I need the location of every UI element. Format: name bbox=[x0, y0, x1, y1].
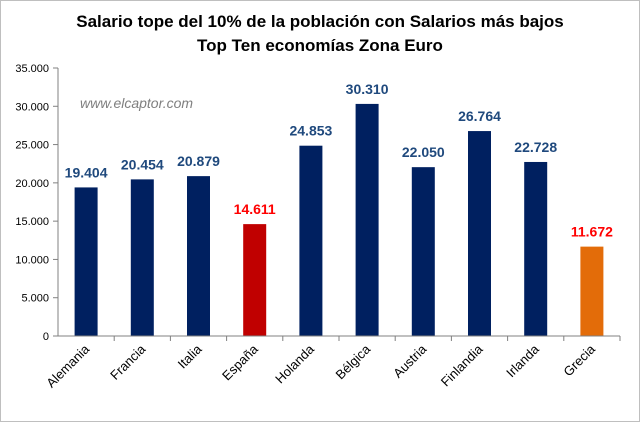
bar-alemania bbox=[74, 187, 98, 336]
y-tick-label: 30.000 bbox=[15, 101, 49, 113]
y-tick-label: 25.000 bbox=[15, 140, 49, 152]
bar-bélgica bbox=[355, 103, 379, 336]
y-tick-label: 10.000 bbox=[15, 254, 49, 266]
value-label: 30.310 bbox=[346, 81, 389, 97]
bar-finlandia bbox=[468, 131, 491, 336]
x-tick-label: Alemania bbox=[43, 341, 92, 390]
y-tick-label: 0 bbox=[43, 331, 49, 343]
y-tick-label: 15.000 bbox=[15, 216, 49, 228]
value-label: 14.611 bbox=[234, 201, 276, 217]
bar-holanda bbox=[299, 145, 323, 336]
bar-españa bbox=[243, 224, 267, 336]
value-label: 24.853 bbox=[289, 123, 332, 139]
chart-title: Salario tope del 10% de la población con… bbox=[0, 10, 640, 58]
bar-irlanda bbox=[524, 161, 548, 336]
x-tick-label: Austria bbox=[390, 341, 430, 381]
x-tick-label: Italia bbox=[175, 341, 206, 372]
value-label: 22.728 bbox=[514, 139, 557, 155]
bar-austria bbox=[411, 167, 435, 336]
x-tick-label: Holanda bbox=[272, 341, 317, 386]
x-axis: Alemania Francia Italia España Holanda Bélgic… bbox=[43, 335, 621, 390]
x-tick-label: Finlandia bbox=[438, 341, 486, 389]
y-tick-label: 20.000 bbox=[15, 178, 49, 190]
value-label: 19.404 bbox=[65, 164, 108, 180]
bar-grecia bbox=[580, 246, 604, 336]
value-label: 22.050 bbox=[402, 144, 445, 160]
bars bbox=[74, 103, 604, 336]
value-label: 11.672 bbox=[571, 224, 613, 240]
chart-title-line-1: Salario tope del 10% de la población con… bbox=[76, 12, 564, 31]
x-tick-label: España bbox=[219, 341, 261, 383]
watermark-text: www.elcaptor.com bbox=[80, 95, 194, 111]
y-tick-label: 5.000 bbox=[21, 293, 49, 305]
value-label: 20.879 bbox=[177, 153, 220, 169]
chart-title-line-2: Top Ten economías Zona Euro bbox=[197, 36, 443, 55]
bar-italia bbox=[187, 176, 210, 336]
x-tick-label: Grecia bbox=[560, 341, 598, 379]
bar-francia bbox=[130, 179, 154, 336]
x-tick-label: Francia bbox=[107, 341, 149, 383]
value-label: 20.454 bbox=[121, 156, 164, 172]
y-tick-label: 35.000 bbox=[15, 63, 49, 75]
x-tick-label: Bélgica bbox=[332, 341, 373, 382]
value-labels: 19.404 20.454 20.879 14.611 24.853 30.310 22.0… bbox=[65, 81, 613, 240]
y-axis: 0 5.000 10.000 15.000 20.000 25.000 30.000 35.0… bbox=[15, 63, 59, 343]
value-label: 26.764 bbox=[458, 108, 501, 124]
x-tick-label: Irlanda bbox=[503, 341, 542, 380]
